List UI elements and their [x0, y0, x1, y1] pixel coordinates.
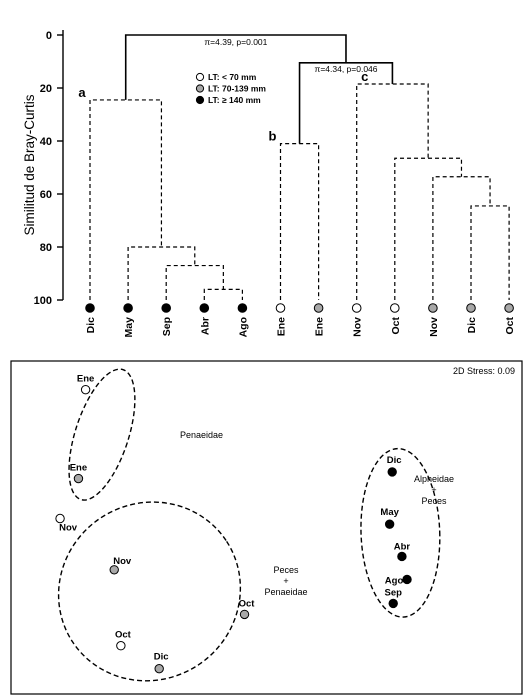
nmds-panel: 2D Stress: 0.09 PenaeidaePeces+Penaeidae… — [10, 360, 523, 695]
nmds-point-label: May — [380, 507, 399, 518]
leaf-label: Sep — [161, 317, 173, 336]
nmds-point — [239, 609, 250, 620]
leaf-marker — [161, 303, 171, 313]
stress-label: 2D Stress: 0.09 — [453, 366, 515, 376]
leaf-marker — [504, 303, 514, 313]
leaf-marker — [351, 303, 362, 313]
dendrogram-branch — [356, 83, 429, 300]
cluster-ellipse — [68, 368, 136, 501]
dendrogram-branch — [298, 62, 394, 144]
leaf-label: Nov — [428, 317, 440, 337]
nmds-point — [402, 574, 412, 585]
cluster-letter: b — [269, 129, 277, 144]
nmds-point — [154, 663, 164, 674]
leaf-label: Ene — [314, 317, 326, 336]
leaf-label: Dic — [85, 317, 97, 334]
nmds-point — [397, 551, 407, 562]
nmds-point — [109, 565, 119, 575]
nmds-point-label: Dic — [154, 652, 169, 663]
y-tick-label: 20 — [40, 83, 52, 95]
dendrogram-branches — [89, 34, 510, 300]
y-tick-label: 0 — [46, 30, 52, 42]
leaf-marker — [275, 303, 286, 313]
legend-label: LT: ≥ 140 mm — [208, 95, 261, 105]
cluster-label: + — [283, 576, 288, 586]
leaf-label: Oct — [504, 317, 516, 335]
leaf-label: Ago — [237, 317, 249, 337]
leaf-marker — [237, 303, 248, 313]
leaf-label: Nov — [352, 317, 364, 337]
cluster-letter: a — [78, 85, 86, 100]
leaf-marker — [428, 303, 438, 313]
nmds-point — [55, 513, 65, 524]
leaf-label: Abr — [199, 317, 211, 335]
anosim-label: π=4.34, p=0.046 — [314, 64, 377, 74]
dendrogram-annotations: π=4.39, p=0.001 π=4.34, p=0.046 a b c — [78, 37, 377, 144]
dendrogram-branch — [432, 176, 491, 300]
nmds-point — [80, 384, 91, 395]
leaf-marker — [85, 303, 95, 313]
dendrogram-branch — [279, 143, 320, 300]
leaf-label: Ene — [276, 317, 288, 336]
nmds-point-label: Ene — [70, 463, 87, 474]
legend-label: LT: 70-139 mm — [208, 84, 266, 94]
leaf-marker — [390, 303, 400, 313]
dendrogram-branch — [203, 288, 243, 300]
anosim-label: π=4.39, p=0.001 — [204, 37, 267, 47]
dendrogram-panel: Similitud de Bray-Curtis 0 20 40 60 80 100 Di… — [22, 30, 516, 337]
leaf-label: Oct — [390, 317, 402, 335]
cluster-label: Alpheidae — [414, 474, 454, 484]
y-axis-ticks: 0 20 40 60 80 100 — [34, 30, 63, 307]
leaf-label: May — [123, 317, 135, 338]
y-tick-label: 80 — [40, 242, 52, 254]
nmds-point-label: Ago — [385, 575, 404, 586]
nmds-point — [116, 641, 126, 651]
nmds-point-label: Nov — [59, 523, 78, 534]
leaf-marker — [123, 303, 133, 313]
nmds-point — [388, 598, 398, 609]
leaf-label: Dic — [466, 317, 478, 334]
dendrogram-branch — [89, 99, 163, 300]
cluster-ellipse — [57, 501, 242, 682]
leaf-marker — [313, 303, 324, 313]
y-axis-label: Similitud de Bray-Curtis — [22, 94, 37, 235]
dendrogram-branch — [165, 264, 224, 300]
nmds-point — [387, 467, 397, 477]
nmds-point — [384, 519, 395, 529]
legend-marker — [195, 84, 205, 93]
nmds-point-label: Oct — [239, 598, 256, 609]
nmds-point-label: Oct — [115, 630, 132, 641]
cluster-label: Penaeidae — [264, 587, 307, 597]
nmds-point-label: Sep — [385, 587, 403, 598]
legend-marker — [195, 72, 205, 82]
nmds-point-label: Ene — [77, 374, 94, 385]
legend-label: LT: < 70 mm — [208, 72, 257, 82]
y-tick-label: 40 — [40, 136, 52, 148]
dendrogram-branch — [124, 34, 347, 100]
cluster-letter: c — [361, 69, 368, 84]
dendrogram-branch — [470, 205, 510, 300]
leaf-marker — [466, 303, 476, 313]
legend-marker — [195, 95, 205, 105]
dendrogram-branch — [394, 157, 463, 300]
nmds-point-label: Abr — [394, 541, 411, 552]
cluster-label: Penaeidae — [180, 430, 223, 440]
nmds-frame — [10, 360, 523, 695]
nmds-point-label: Nov — [113, 556, 132, 567]
y-tick-label: 60 — [40, 189, 52, 201]
cluster-label: Peces — [421, 496, 447, 506]
cluster-label: + — [431, 485, 436, 495]
nmds-point — [73, 473, 84, 484]
dendrogram-leaves: Dic May Sep Abr Ago Ene Ene Nov Oct Nov Dic Oct — [85, 303, 516, 338]
y-tick-label: 100 — [34, 295, 52, 307]
nmds-point-label: Dic — [387, 455, 402, 466]
cluster-label: Peces — [273, 565, 299, 575]
dendrogram-branch — [127, 246, 196, 300]
leaf-marker — [199, 303, 210, 313]
cluster-ellipse — [360, 447, 441, 618]
